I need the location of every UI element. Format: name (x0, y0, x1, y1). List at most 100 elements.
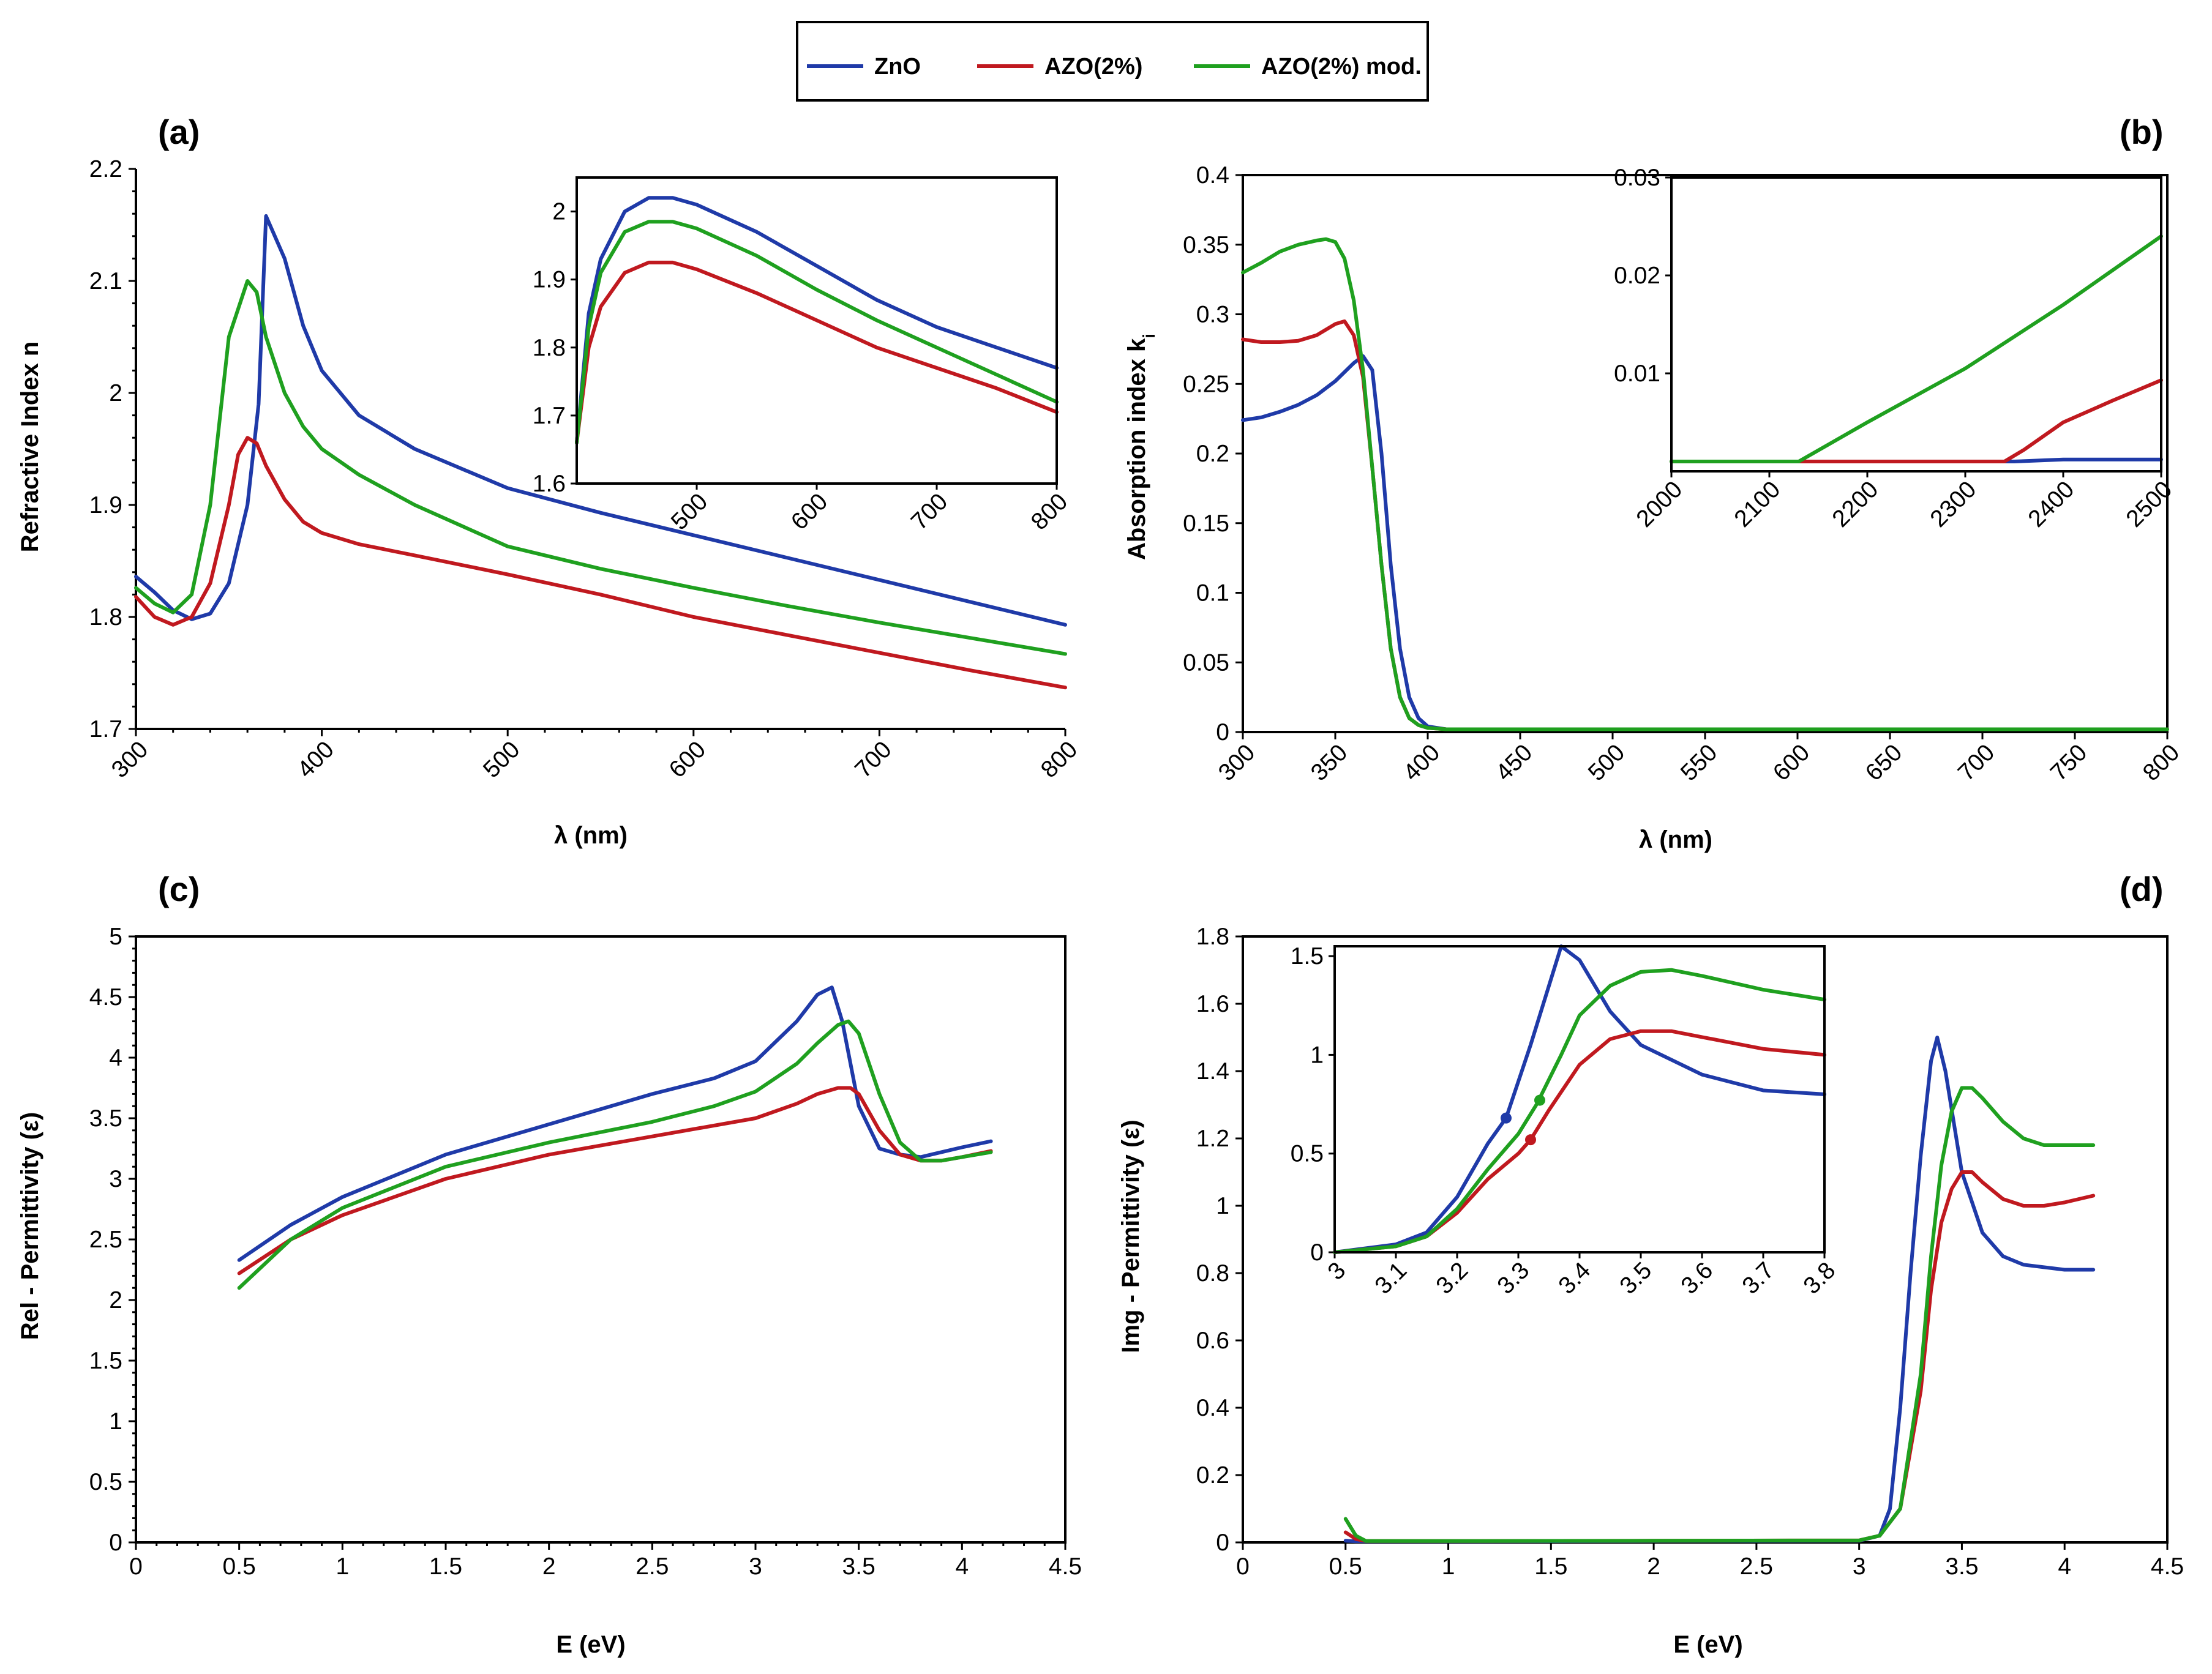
panel-a-x-tick-label: 600 (664, 736, 711, 783)
panel-d-x-tick-label: 3.5 (1945, 1553, 1978, 1580)
panel-c-x-tick-label: 4 (955, 1553, 969, 1580)
panel-d-x-tick-label: 1.5 (1534, 1553, 1567, 1580)
panel-b-x-tick-label: 750 (2045, 739, 2092, 786)
panel-b-y-tick-label: 0.3 (1196, 302, 1229, 328)
panel-d-inset-x-tick-label: 3 (1323, 1257, 1351, 1285)
panel-label-a: (a) (158, 113, 200, 151)
panel-d-x-tick-label: 4.5 (2151, 1553, 2184, 1580)
panel-d-y-tick-label: 0 (1216, 1530, 1229, 1556)
panel-b-y-tick-label: 0.35 (1183, 232, 1229, 258)
panel-c: (c) Rel - Permittivity (ε) E (eV) 0 0.5 1 1… (17, 870, 1082, 1658)
panel-a-inset-y-tick-label: 1.7 (533, 403, 566, 429)
panel-a: (a) Refractive Index n λ (nm) 1.7 1.8 1.9 2… (17, 113, 1082, 849)
panel-b-x-tick-label: 600 (1768, 739, 1815, 786)
panel-d-inset-y-tick-label: 1.5 (1291, 943, 1324, 970)
panel-c-y-tick-label: 4.5 (89, 984, 122, 1011)
panel-a-inset: 1.6 1.7 1.8 1.9 2 500 600 700 800 (533, 176, 1073, 535)
panel-a-y-tick-label: 1.8 (89, 604, 122, 630)
panel-c-series-azo-2-mod (237, 1019, 993, 1290)
panel-a-y-tick-label: 2 (109, 380, 122, 406)
panel-c-x-tick-label: 3 (749, 1553, 762, 1580)
x-axis-label-d: E (eV) (1673, 1631, 1742, 1658)
panel-d-series-azo-2-mod (1343, 1086, 2096, 1543)
panel-a-series-azo-2-mod (134, 279, 1067, 656)
panel-b-inset-series-azo-2 (1670, 378, 2163, 463)
panel-a-inset-frame (575, 176, 1058, 485)
panel-d-inset-x-tick-label: 3.6 (1676, 1257, 1719, 1299)
panel-d-inset-series-zno (1333, 944, 1826, 1254)
panel-d-inset-background (1335, 946, 1824, 1252)
panel-a-y-tick-label: 2.1 (89, 268, 122, 294)
panel-b-inset-series-azo-2-mod (1670, 234, 2163, 463)
panel-b-x-tick-label: 500 (1583, 739, 1630, 786)
panel-d-inset-series-azo-2-mod (1333, 968, 1826, 1254)
panel-c-y-tick-label: 3.5 (89, 1105, 122, 1132)
panel-c-y-tick-label: 4 (109, 1045, 122, 1071)
panel-a-inset-x-tick-label: 600 (786, 488, 833, 535)
panel-b-x-tick-label: 650 (1861, 739, 1907, 786)
panel-d-y-tick-label: 1 (1216, 1193, 1229, 1219)
panel-d-y-tick-label: 0.4 (1196, 1395, 1229, 1421)
panel-c-y-tick-label: 2.5 (89, 1227, 122, 1253)
panel-c-y-tick-label: 0.5 (89, 1469, 122, 1495)
panel-b-inset: 0.01 0.02 0.03 2000 2100 2200 2300 2400 2500 (1614, 165, 2177, 532)
panel-a-y-tick-label: 2.2 (89, 156, 122, 182)
panel-d-x-tick-label: 2.5 (1740, 1553, 1773, 1580)
panel-d-inset-y-tick-label: 0 (1310, 1239, 1324, 1266)
panel-b-y-tick-label: 0.1 (1196, 580, 1229, 607)
panel-b-y-tick-label: 0 (1216, 719, 1229, 745)
panel-d-x-tick-label: 0.5 (1329, 1553, 1362, 1580)
panel-c-x-tick-label: 4.5 (1049, 1553, 1082, 1580)
panel-d-y-tick-label: 1.2 (1196, 1126, 1229, 1152)
panel-c-series-zno (237, 985, 993, 1262)
panel-c-y-tick-label: 1.5 (89, 1348, 122, 1374)
panel-d-inset-x-tick-label: 3.4 (1554, 1257, 1596, 1299)
y-axis-label-b-main: Absorption index k (1123, 338, 1150, 560)
panel-b-inset-y-tick-label: 0.03 (1614, 165, 1660, 191)
panel-b-y-tick-label: 0.05 (1183, 649, 1229, 676)
panel-label-d: (d) (2120, 870, 2164, 908)
x-axis-label-c: E (eV) (556, 1631, 625, 1658)
panel-d: (d) Img - Permittivity (ε) E (eV) 0 0.2 0.… (1117, 870, 2184, 1658)
panel-b-inset-y-tick-label: 0.02 (1614, 263, 1660, 289)
panel-label-b: (b) (2120, 113, 2164, 151)
panel-d-y-tick-label: 0.8 (1196, 1260, 1229, 1287)
panel-d-x-tick-label: 1 (1442, 1553, 1455, 1580)
panel-a-x-tick-label: 500 (478, 736, 525, 783)
legend-label-azo: AZO(2%) (1044, 54, 1142, 80)
panel-a-inset-x-tick-label: 800 (1026, 488, 1073, 535)
panel-c-plot-frame (135, 935, 1067, 1544)
panel-b-x-tick-label: 450 (1491, 739, 1537, 786)
panel-c-y-tick-label: 3 (109, 1166, 122, 1192)
panel-b-inset-background (1671, 177, 2161, 471)
panel-a-inset-y-tick-label: 1.8 (533, 335, 566, 361)
panel-b: (b) Absorption index ki λ (nm) 0 0.05 0.1 0… (1123, 113, 2184, 853)
panel-d-inset-marker-azo-2-mod (1534, 1094, 1545, 1106)
panel-c-y-tick-label: 1 (109, 1408, 122, 1435)
panel-d-inset-x-tick-label: 3.2 (1431, 1257, 1474, 1299)
panel-a-series-azo-2 (134, 436, 1067, 690)
panel-a-inset-y-tick-label: 1.6 (533, 471, 566, 497)
panel-b-x-tick-label: 400 (1398, 739, 1445, 786)
panel-d-inset-marker-azo-2 (1525, 1134, 1536, 1146)
panel-a-inset-background (577, 177, 1057, 484)
panel-d-inset-x-tick-label: 3.8 (1799, 1257, 1841, 1299)
panel-b-series-zno (1241, 354, 2169, 731)
panel-c-x-tick-label: 1.5 (429, 1553, 462, 1580)
panel-a-inset-series-azo-2 (575, 260, 1059, 445)
panel-b-inset-x-tick-label: 2400 (2023, 476, 2080, 532)
legend-box (796, 21, 1429, 102)
panel-a-inset-x-tick-label: 500 (666, 488, 713, 535)
y-axis-label-d: Img - Permittivity (ε) (1117, 1119, 1144, 1353)
panel-d-y-tick-label: 1.4 (1196, 1058, 1229, 1085)
y-axis-label-b: Absorption index ki (1123, 334, 1158, 560)
panel-a-series-zno (134, 214, 1067, 627)
panel-d-inset-frame (1333, 945, 1826, 1254)
panel-d-inset-y-tick-label: 1 (1310, 1042, 1324, 1068)
y-axis-label-b-subscript: i (1139, 334, 1158, 338)
panel-d-inset-x-tick-label: 3.5 (1615, 1257, 1657, 1299)
panel-b-y-tick-label: 0.2 (1196, 441, 1229, 467)
panel-b-x-tick-label: 800 (2138, 739, 2184, 786)
panel-b-y-tick-label: 0.15 (1183, 510, 1229, 537)
